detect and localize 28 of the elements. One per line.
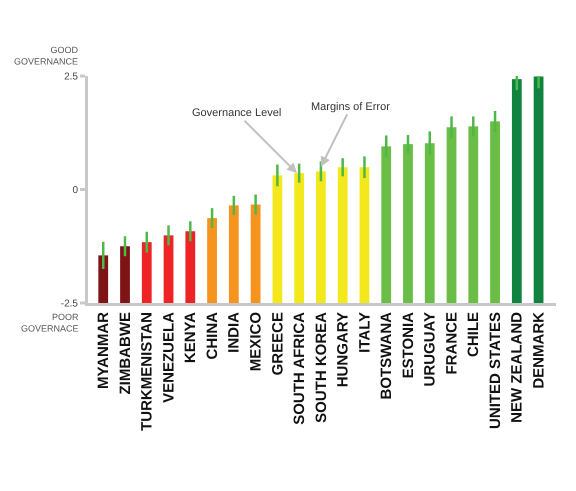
x-tick-label: CHINA: [204, 312, 221, 360]
x-tick-label: KENYA: [182, 312, 200, 364]
x-tick-label: TURKMENISTAN: [138, 312, 156, 431]
x-tick-label: SOUTH KOREA: [312, 312, 330, 423]
x-tick-label: HUNGARY: [334, 312, 352, 388]
x-tick-label: DENMARK: [530, 312, 548, 389]
y-tick-label: -2.5: [60, 298, 78, 310]
x-tick-label: URUGUAY: [422, 312, 439, 386]
x-tick-label: NEW ZEALAND: [508, 312, 526, 423]
x-tick-label: BOTSWANA: [378, 312, 396, 400]
x-tick-label: ITALY: [356, 312, 374, 353]
annotation: Governance Level: [192, 107, 282, 119]
annotation: Margins of Error: [311, 101, 390, 113]
x-tick-label: MYANMAR: [95, 312, 112, 389]
x-tick-label: FRANCE: [443, 312, 460, 374]
x-tick-label: VENEZUELA: [160, 312, 178, 403]
x-tick-label: ZIMBABWE: [116, 312, 134, 394]
x-tick-label: ESTONIA: [400, 312, 417, 378]
x-tick-label: SOUTH AFRICA: [291, 312, 308, 425]
y-tick-label: 2.5: [64, 72, 78, 82]
text: POOR GOVERNACE: [21, 312, 80, 334]
x-tick-label: GREECE: [269, 312, 286, 376]
x-tick-label: UNITED STATES: [486, 312, 504, 429]
y-tick-label: 0: [72, 185, 78, 196]
x-tick-label: MEXICO: [247, 312, 264, 372]
text: GOOD GOVERNANCE: [14, 45, 78, 67]
x-tick-label: CHILE: [465, 312, 482, 357]
x-tick-label: INDIA: [226, 312, 243, 353]
